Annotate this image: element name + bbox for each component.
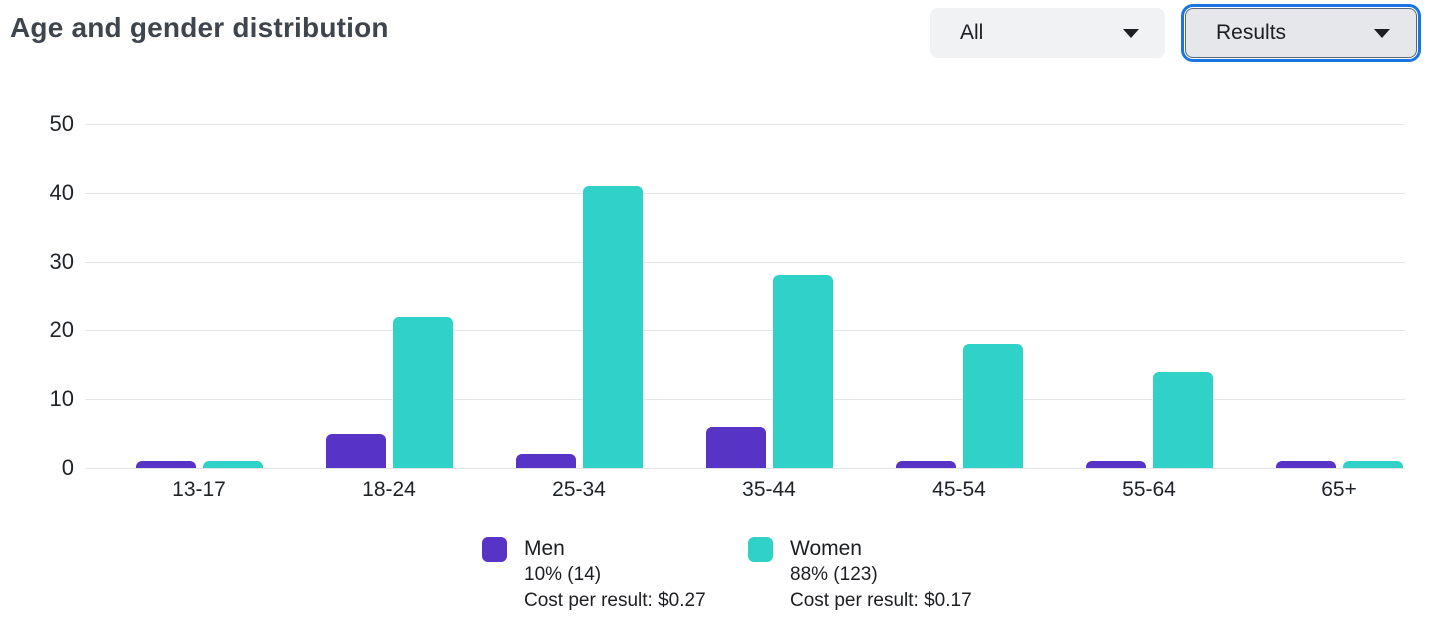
metric-dropdown[interactable]: Results: [1185, 8, 1417, 58]
chevron-down-icon: [1374, 28, 1390, 38]
y-axis-tick-label: 10: [49, 386, 74, 412]
gridline-y-30: [85, 261, 1405, 263]
chevron-down-icon: [1123, 28, 1139, 38]
bar-women-18-24: [392, 317, 453, 468]
bar-women-55-64: [1152, 372, 1213, 468]
breakdown-filter-dropdown[interactable]: All: [930, 8, 1165, 58]
bar-men-35-44: [705, 427, 766, 468]
bar-women-25-34: [582, 186, 643, 468]
breakdown-filter-value: All: [960, 21, 984, 44]
x-axis-label-18-24: 18-24: [362, 478, 416, 501]
x-axis-label-25-34: 25-34: [552, 478, 606, 501]
x-axis-label-35-44: 35-44: [742, 478, 796, 501]
legend-series-name: Women: [790, 537, 862, 560]
bar-men-65+: [1275, 461, 1336, 468]
bar-women-65+: [1342, 461, 1403, 468]
bar-women-13-17: [202, 461, 263, 468]
bar-men-55-64: [1085, 461, 1146, 468]
legend-series-cost: Cost per result: $0.17: [790, 590, 972, 611]
legend-series-summary: 10% (14): [524, 564, 602, 585]
x-axis-label-55-64: 55-64: [1122, 478, 1176, 501]
x-axis-label-45-54: 45-54: [932, 478, 986, 501]
bar-men-18-24: [325, 434, 386, 468]
y-axis-tick-label: 50: [49, 111, 74, 136]
gridline-y-50: [85, 124, 1405, 125]
chart-title: Age and gender distribution: [10, 12, 389, 43]
bar-men-13-17: [135, 461, 196, 468]
y-axis-tick-label: 20: [49, 317, 74, 343]
gridline-y-20: [85, 330, 1405, 332]
y-axis-tick-label: 40: [49, 179, 74, 205]
metric-dropdown-value: Results: [1216, 21, 1287, 44]
bar-women-45-54: [962, 344, 1023, 468]
y-axis-tick-label: 0: [61, 455, 74, 480]
bar-women-35-44: [772, 275, 833, 468]
gridline-y-10: [85, 399, 1405, 401]
gridline-y-0: [85, 468, 1405, 469]
bar-men-25-34: [515, 454, 576, 468]
y-axis-tick-label: 30: [49, 248, 74, 274]
legend-series-summary: 88% (123): [790, 564, 878, 585]
legend-series-name: Men: [524, 537, 565, 560]
x-axis-label-65+: 65+: [1321, 478, 1357, 501]
x-axis-label-13-17: 13-17: [172, 478, 226, 501]
legend-swatch-women: [748, 537, 773, 562]
legend-swatch-men: [482, 537, 507, 562]
bar-men-45-54: [895, 461, 956, 468]
gridline-y-40: [85, 192, 1405, 194]
legend-series-cost: Cost per result: $0.27: [524, 590, 706, 611]
